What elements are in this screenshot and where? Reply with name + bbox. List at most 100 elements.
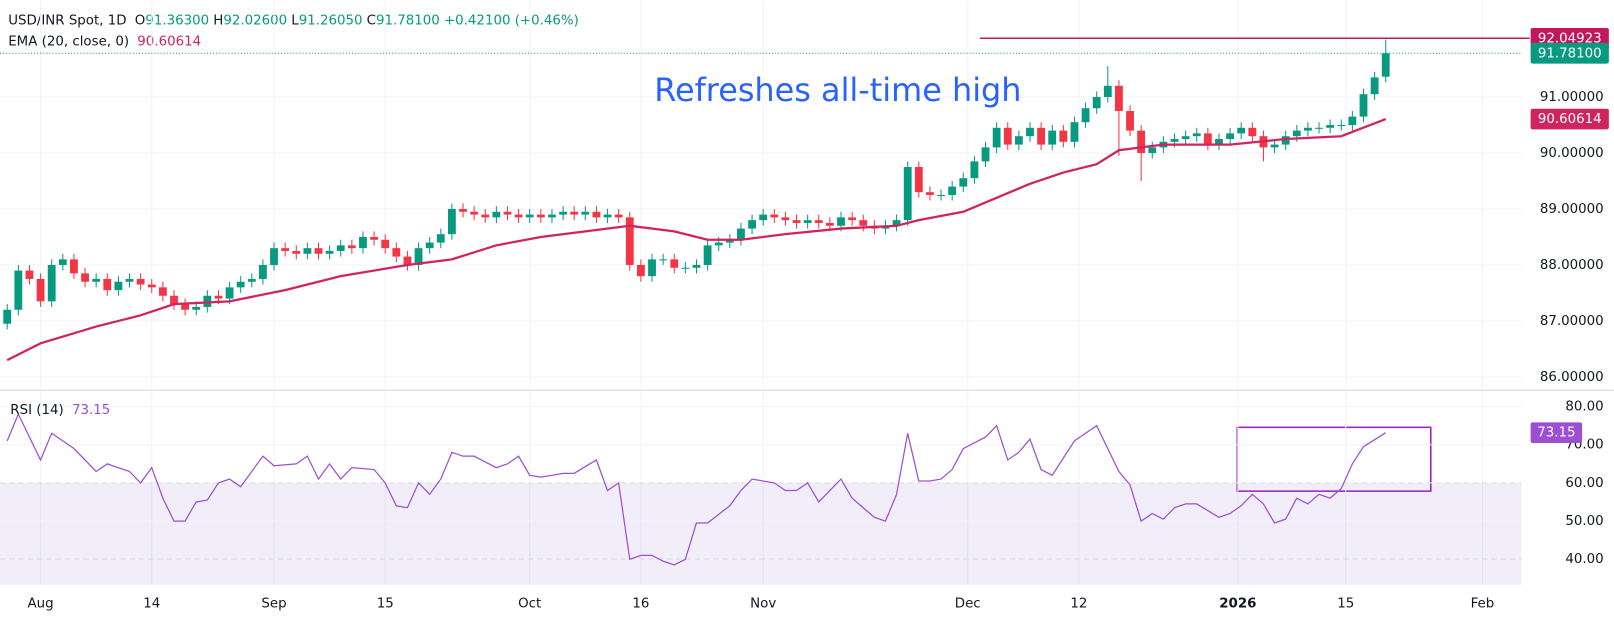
candle-body [937,194,945,197]
candle-body [481,214,490,218]
annotation: Refreshes all-time high [654,71,1021,109]
candle-body [1359,94,1368,117]
ema-label: 90.60614 [1538,112,1602,127]
candle-body [892,220,901,226]
candle-body [581,211,590,215]
candle-body [759,214,768,221]
x-tick-label: 16 [632,596,649,611]
candle-body [503,211,512,215]
candle-body [436,234,445,243]
x-tick-label: Aug [28,596,54,611]
candle-body [614,214,623,218]
candle-body [1070,122,1079,142]
candle-body [459,208,467,212]
candle-body [192,306,201,310]
candle-body [1326,124,1335,128]
candle-body [914,166,923,193]
candle-body [681,267,690,269]
candle-body [1292,130,1301,137]
candle-body [114,281,123,291]
rsi-band [0,482,1522,585]
candle-body [903,166,912,221]
x-tick-label: 15 [1337,596,1354,611]
y-tick-label: 90.00000 [1540,146,1604,161]
candle-body [225,287,234,299]
candle-body [814,220,823,223]
candle-body [859,220,868,226]
candle-body [1081,108,1090,123]
candle-body [303,248,312,254]
candle-body [425,242,434,249]
ohlc-value: 91.26050 [299,14,363,29]
x-tick-label: Dec [955,596,981,611]
candle-body [1037,127,1046,145]
candle-body [603,214,612,218]
candle-body [292,250,301,254]
candle-body [837,217,845,226]
candle-body [470,211,479,215]
y-tick-label: 91.00000 [1540,90,1604,105]
ohlc-key: H [213,14,223,29]
y-tick-label: 60.00 [1565,476,1603,491]
legend-title: USD/INR Spot, 1D O91.36300 H92.02600 L91.26… [8,14,579,29]
y-tick-label: 50.00 [1565,514,1603,529]
last-price-label: 91.78100 [1538,46,1602,61]
candle-body [381,239,390,249]
candle-body [170,295,178,305]
ema-line [6,117,1387,362]
ema-value: 90.60614 [137,34,201,49]
candle-body [625,217,634,265]
candle-body [981,147,990,162]
candle-body [492,211,501,218]
y-tick-label: 86.00000 [1540,370,1604,385]
y-tick-label: 88.00000 [1540,258,1604,273]
y-tick-label: 40.00 [1565,552,1603,567]
candle-body [81,273,89,282]
candle-body [214,295,223,299]
candle-body [414,248,423,265]
candle-body [1337,124,1346,127]
candle-body [536,214,545,218]
candle-body [325,250,334,254]
rsi-title: RSI (14) [10,403,63,418]
x-tick-label: Nov [750,596,776,611]
candle-body [147,284,156,288]
ohlc-key: O [135,14,146,29]
candle-body [959,178,968,187]
rsi-value: 73.15 [72,403,110,418]
candle-body [370,236,378,240]
rsi-badge-label: 73.15 [1537,426,1575,441]
candle-body [770,214,779,218]
candle-body [570,211,579,215]
candle-body [714,242,723,246]
candle-body [359,236,367,249]
candle-body [14,270,23,310]
candle-body [270,248,278,265]
candle-body [926,192,934,195]
candle-body [1226,133,1235,139]
candle-body [92,278,101,282]
candle-body [25,270,34,279]
candle-body [970,161,979,179]
ohlc-value: 91.36300 [145,14,209,29]
highlight-box [1236,426,1432,492]
candle-body [1059,130,1068,142]
candle-body [559,211,567,215]
candle-body [125,278,134,282]
candle-body [1014,136,1023,145]
candle-body [1215,138,1223,145]
candle-body [1315,127,1323,129]
candle-body [748,220,756,229]
candle-body [648,259,656,277]
candle-body [3,309,12,324]
candle-body [592,211,601,218]
candle-body [803,220,812,223]
candle-body [737,228,745,240]
candle-body [36,278,45,302]
candle-body [725,239,734,243]
candle-body [781,217,790,221]
candle-body [1170,138,1179,142]
candle-body [1348,116,1357,125]
ohlc-key: L [291,14,299,29]
